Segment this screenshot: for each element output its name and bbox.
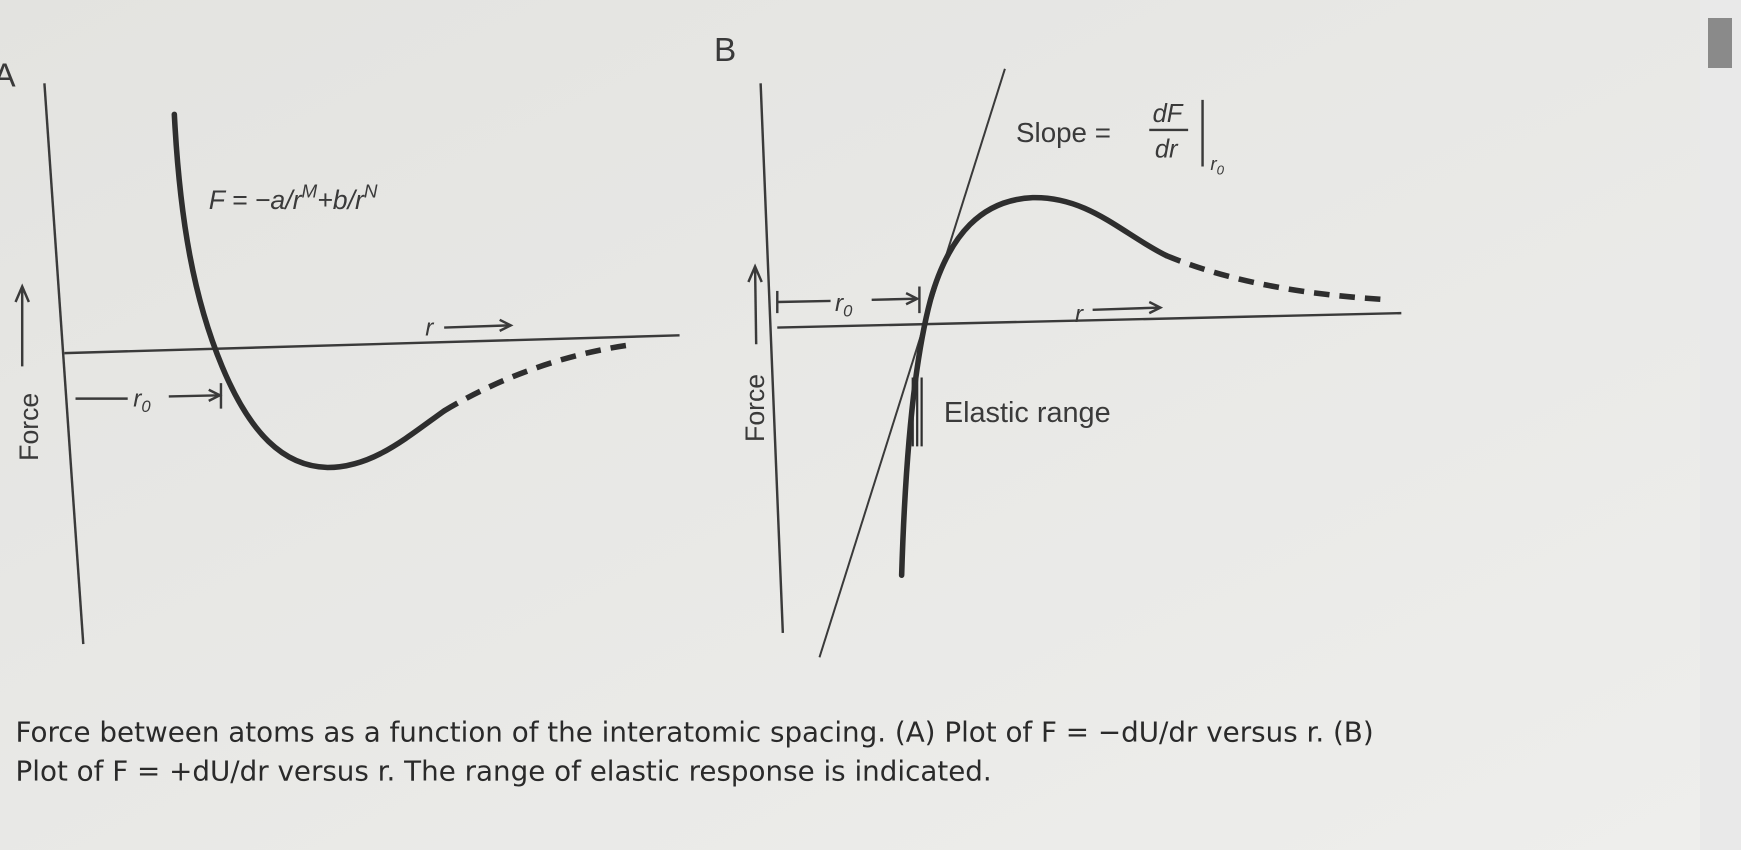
- equation: F = −a/rM+b/rN: [209, 181, 378, 215]
- symbol: r: [1210, 153, 1217, 174]
- panel-label: B: [714, 32, 736, 69]
- spacing-line: [871, 297, 918, 302]
- figure: A Force F = −a/rM+b/rN r r0 B Force: [0, 32, 1402, 788]
- spacing-line: [168, 394, 220, 398]
- panel-b: B Force Elastic range Slope = dF dr r0 r: [714, 32, 1402, 658]
- region-label: Elastic range: [944, 397, 1111, 429]
- spacing-label: r0: [133, 385, 151, 416]
- y-axis: [759, 83, 785, 633]
- spacing-label: r0: [835, 290, 853, 321]
- symbol: r: [133, 385, 142, 412]
- x-axis-label: r: [425, 314, 434, 341]
- arrow-head: [747, 263, 763, 283]
- panel-a: A Force F = −a/rM+b/rN r r0: [0, 58, 680, 645]
- y-axis: [43, 83, 85, 645]
- slope-denominator: dr: [1155, 136, 1179, 164]
- x-arrow: [1092, 306, 1161, 312]
- equation-part: F = −a/r: [209, 185, 303, 215]
- symbol: r: [835, 290, 844, 317]
- scrollbar-track: [1700, 0, 1741, 850]
- subscript: 0: [1217, 162, 1225, 177]
- panel-label: A: [0, 58, 16, 95]
- spacing-line: [777, 299, 831, 304]
- slope-at: r0: [1210, 153, 1224, 177]
- x-axis: [777, 311, 1402, 329]
- arrow-head: [14, 283, 30, 303]
- slope-prefix: Slope =: [1016, 117, 1111, 148]
- arrow-head: [1148, 300, 1164, 315]
- tangent-line: [818, 68, 1006, 658]
- equation-part: M: [302, 181, 318, 202]
- subscript: 0: [843, 301, 853, 320]
- force-curve-tail: [1164, 252, 1391, 303]
- caption-line: Force between atoms as a function of the…: [16, 716, 1374, 749]
- x-axis: [64, 334, 680, 355]
- arrow-head: [905, 286, 921, 314]
- arrow-head: [208, 383, 223, 409]
- equation-part: +b/r: [317, 185, 365, 215]
- x-axis-label: r: [1075, 301, 1084, 328]
- arrow-head: [499, 318, 514, 332]
- caption-line: Plot of F = +dU/dr versus r. The range o…: [16, 755, 992, 788]
- y-axis-label: Force: [740, 374, 770, 442]
- slope-numerator: dF: [1153, 100, 1184, 128]
- subscript: 0: [141, 397, 151, 416]
- x-arrow: [444, 324, 511, 329]
- scrollbar-thumb: [1708, 18, 1732, 68]
- force-curve: [898, 194, 1169, 578]
- force-curve: [171, 111, 447, 471]
- y-axis-arrow: [753, 266, 758, 345]
- y-axis-label: Force: [14, 393, 44, 461]
- equation-part: N: [364, 181, 378, 202]
